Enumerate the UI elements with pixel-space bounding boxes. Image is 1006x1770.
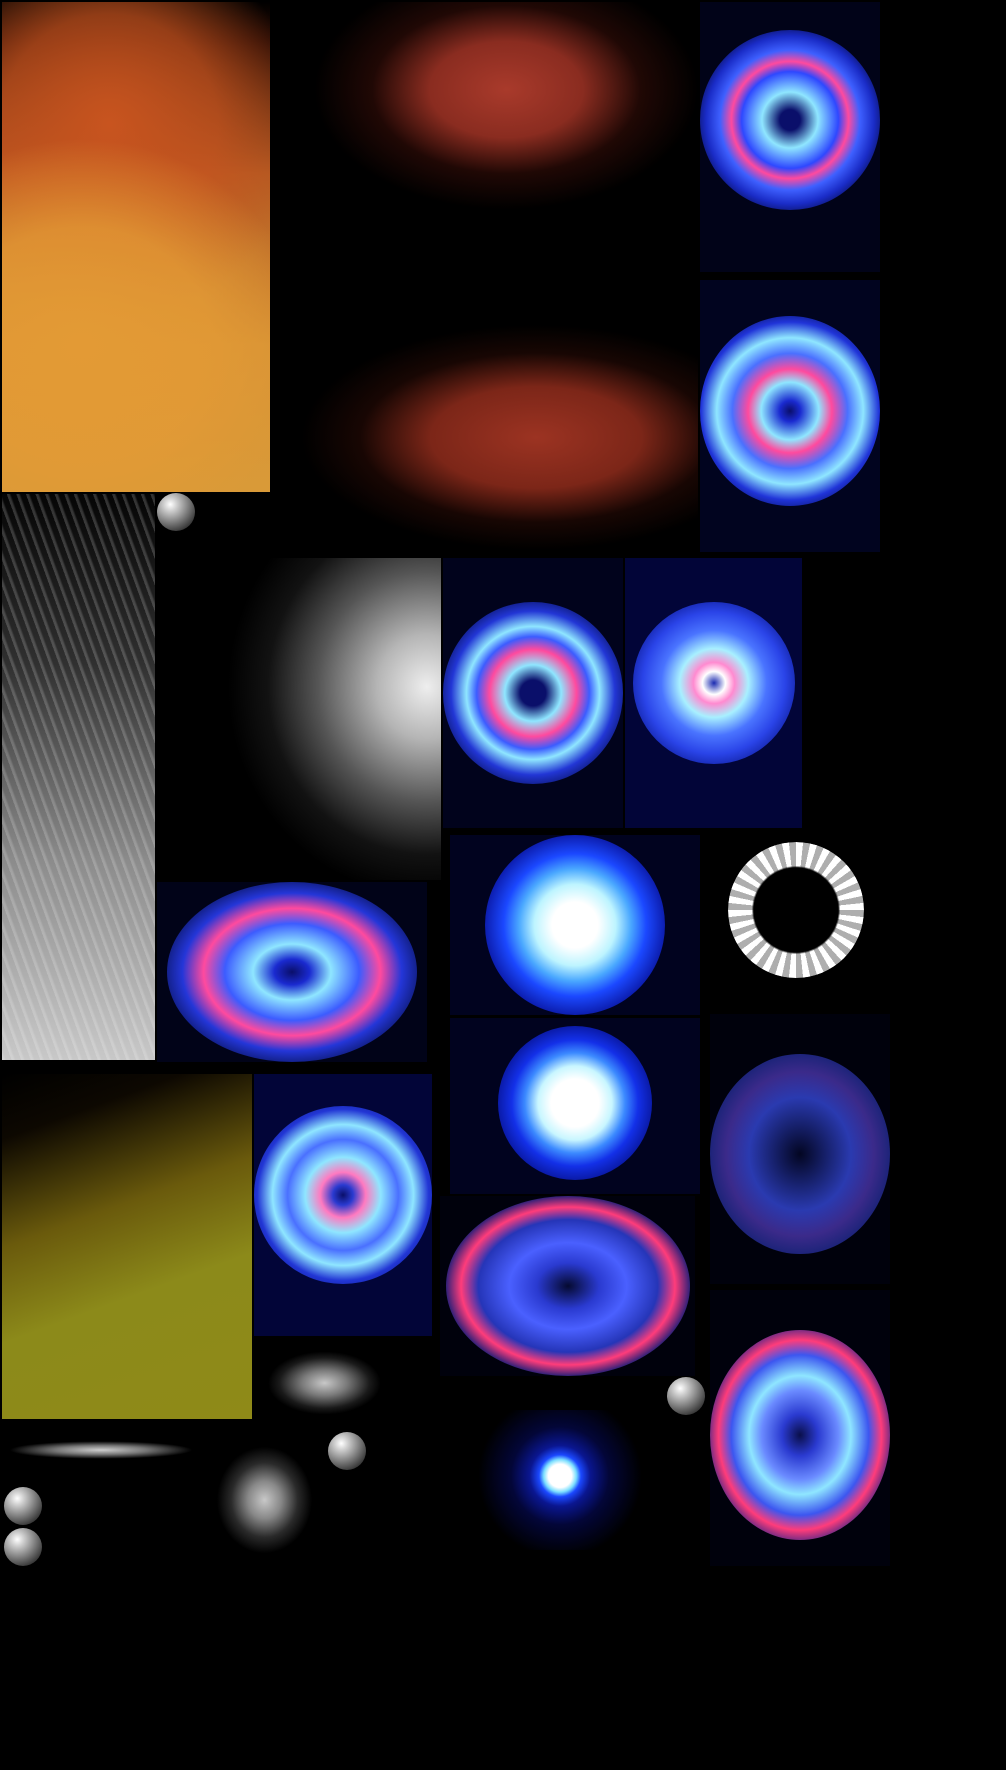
sphere-icon: [4, 1528, 42, 1566]
blue-energy-orb-icon: [625, 558, 802, 828]
dark-blue-burst-icon: [440, 1196, 695, 1376]
dark-blue-burst-icon: [710, 1014, 890, 1284]
rust-smoke-top-icon: [272, 2, 698, 252]
grey-puff-icon: [202, 1430, 327, 1570]
sphere-icon: [328, 1432, 366, 1470]
olive-smoke-gradient-icon: [2, 1074, 252, 1419]
light-streaks-icon: [2, 494, 155, 1060]
blue-plasma-burst-icon: [710, 1290, 890, 1566]
sphere-icon: [667, 1377, 705, 1415]
blue-plasma-burst-icon: [700, 2, 880, 272]
blue-plasma-burst-icon: [254, 1074, 432, 1336]
blue-plasma-burst-icon: [157, 882, 427, 1062]
sphere-icon: [4, 1487, 42, 1525]
blue-plasma-burst-icon: [443, 558, 623, 828]
blue-energy-orb-icon: [450, 835, 700, 1015]
blue-plasma-burst-icon: [700, 280, 880, 552]
sphere-icon: [157, 493, 195, 531]
grey-blob-icon: [262, 1338, 387, 1428]
grey-line-icon: [10, 1430, 192, 1470]
orange-smoke-gradient-icon: [2, 2, 270, 492]
white-shard-ring-icon: [720, 838, 870, 988]
blue-dot-icon: [470, 1410, 650, 1550]
soft-white-glow-icon: [157, 558, 441, 880]
rust-smoke-bottom-icon: [272, 300, 698, 550]
blue-energy-orb-icon: [450, 1018, 700, 1194]
